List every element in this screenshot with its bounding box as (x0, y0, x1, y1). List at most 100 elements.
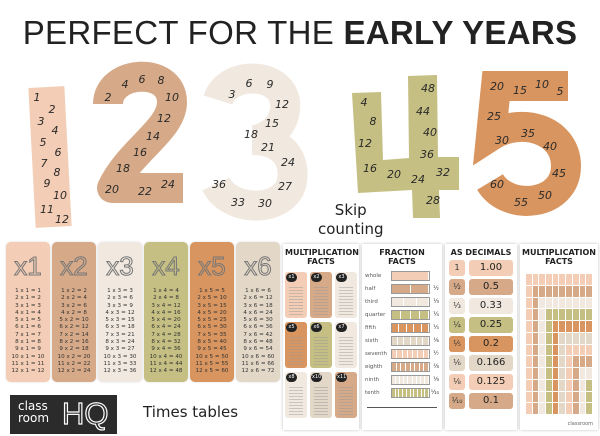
grid-cell (572, 391, 579, 403)
fraction-symbol: ⅑ (433, 375, 439, 383)
skip-number-fives: 35 (521, 127, 535, 140)
grid-cell (552, 379, 559, 391)
decimal-row: ⅛ 0.125 (449, 374, 517, 390)
grid-cell (552, 403, 559, 414)
decimal-fraction: ¼ (449, 317, 465, 333)
grid-cell (552, 285, 559, 297)
card-fact: 5 x 4 = 20 (151, 317, 181, 324)
card-fact: 3 x 1 = 3 (15, 302, 41, 309)
grid-cell (579, 403, 586, 414)
card-fact: 2 x 1 = 2 (15, 295, 41, 302)
skip-number-twos: 2 (104, 91, 112, 104)
fraction-row-seventh: seventh ⅐ (365, 348, 439, 359)
grid-cell (532, 368, 539, 379)
card-fact: 11 x 4 = 44 (149, 360, 183, 367)
grid-cell (566, 368, 572, 379)
skip-number-fours: 36 (420, 148, 434, 161)
decimal-fraction: ⅛ (449, 374, 465, 390)
fraction-label: third (365, 298, 378, 305)
grid-cell (579, 356, 586, 367)
card-fact: 10 x 2 = 20 (57, 353, 91, 360)
card-fact: 11 x 6 = 66 (241, 360, 275, 367)
grid-cell (526, 379, 532, 391)
fraction-symbol: ½ (433, 284, 439, 292)
fraction-symbol: ⅙ (433, 336, 439, 344)
card-fact: 3 x 6 = 18 (243, 302, 273, 309)
grid-cell (539, 356, 546, 367)
mini-card-x8: x8 (285, 372, 307, 418)
fraction-row-sixth: sixth ⅙ (365, 335, 439, 346)
skip-number-fives: 60 (490, 178, 504, 191)
grid-cell (586, 285, 592, 297)
card-fact: 3 x 4 = 12 (151, 302, 181, 309)
grid-cell (546, 274, 552, 285)
skip-number-ones: 5 (39, 136, 47, 149)
grid-cell (539, 344, 546, 356)
skip-number-ones: 4 (51, 124, 59, 137)
decimal-value: 0.1 (469, 393, 513, 409)
digit-3-shape (202, 63, 308, 221)
card-fact: 11 x 3 = 33 (103, 360, 137, 367)
card-fact: 9 x 5 = 45 (197, 346, 227, 353)
card-heading: x6 (244, 251, 272, 281)
card-fact: 3 x 2 = 6 (61, 302, 87, 309)
grid-cell (546, 285, 552, 297)
grid-cell (546, 321, 552, 332)
skip-number-twos: 8 (157, 74, 165, 87)
skip-number-fives: 5 (556, 85, 564, 98)
fraction-label: sixth (365, 337, 379, 344)
skip-number-fives: 10 (535, 78, 549, 91)
grid-cell (566, 297, 572, 309)
card-fact: 7 x 6 = 42 (243, 331, 273, 338)
skip-number-fours: 20 (387, 168, 401, 181)
decimal-row: ⅒ 0.1 (449, 393, 517, 409)
skip-number-threes: 21 (261, 141, 275, 154)
grid-cell (526, 321, 532, 332)
mini-card-x10: x10 (310, 372, 332, 418)
grid-cell (559, 356, 566, 367)
number-line (367, 407, 437, 413)
card-fact: 6 x 4 = 24 (151, 324, 181, 331)
card-fact: 11 x 2 = 22 (57, 360, 91, 367)
card-fact: 1 x 2 = 2 (61, 288, 87, 294)
skip-number-ones: 3 (37, 115, 45, 128)
skip-number-threes: 9 (266, 78, 274, 91)
card-fact: 4 x 6 = 24 (243, 309, 273, 316)
decimal-value: 0.2 (469, 336, 513, 352)
grid-cell (526, 356, 532, 367)
card-fact: 12 x 2 = 24 (57, 368, 91, 375)
grid-cell (579, 379, 586, 391)
fraction-symbol: ⅐ (433, 349, 439, 357)
fraction-label: tenth (365, 389, 380, 396)
grid-cell (532, 403, 539, 414)
grid-cell (572, 403, 579, 414)
mini-card-x3: x3 (335, 272, 357, 318)
grid-cell (532, 332, 539, 344)
grid-cell (539, 297, 546, 309)
decimal-value: 0.25 (469, 317, 513, 333)
card-fact: 10 x 5 = 50 (195, 353, 229, 360)
grid-cell (552, 309, 559, 320)
card-fact: 9 x 6 = 54 (243, 346, 273, 353)
fraction-label: fifth (365, 324, 376, 331)
multiplication-poster: MULTIPLICATION FACTS x1 x2 x3 x5 x6 x7 x8 x10 x1… (283, 244, 359, 430)
classroomhq-logo: class room HQ (10, 395, 117, 434)
grid-cell (526, 403, 532, 414)
decimal-fraction: ⅒ (449, 393, 465, 409)
card-heading: x2 (60, 251, 88, 281)
card-fact: 3 x 5 = 15 (197, 302, 227, 309)
mini-card-x7: x7 (335, 322, 357, 368)
card-fact: 10 x 1 = 10 (11, 353, 45, 360)
card-fact: 8 x 5 = 40 (197, 339, 227, 346)
decimal-value: 0.5 (469, 279, 513, 295)
card-fact: 4 x 3 = 12 (105, 309, 135, 316)
grid-cell (572, 285, 579, 297)
grid-cell (546, 332, 552, 344)
skip-number-fours: 32 (436, 166, 450, 179)
mini-card-x6: x6 (310, 322, 332, 368)
card-fact: 2 x 2 = 4 (61, 295, 87, 302)
card-fact: 5 x 6 = 30 (243, 317, 273, 324)
skip-number-fives: 50 (538, 189, 552, 202)
grid-cell (579, 368, 586, 379)
